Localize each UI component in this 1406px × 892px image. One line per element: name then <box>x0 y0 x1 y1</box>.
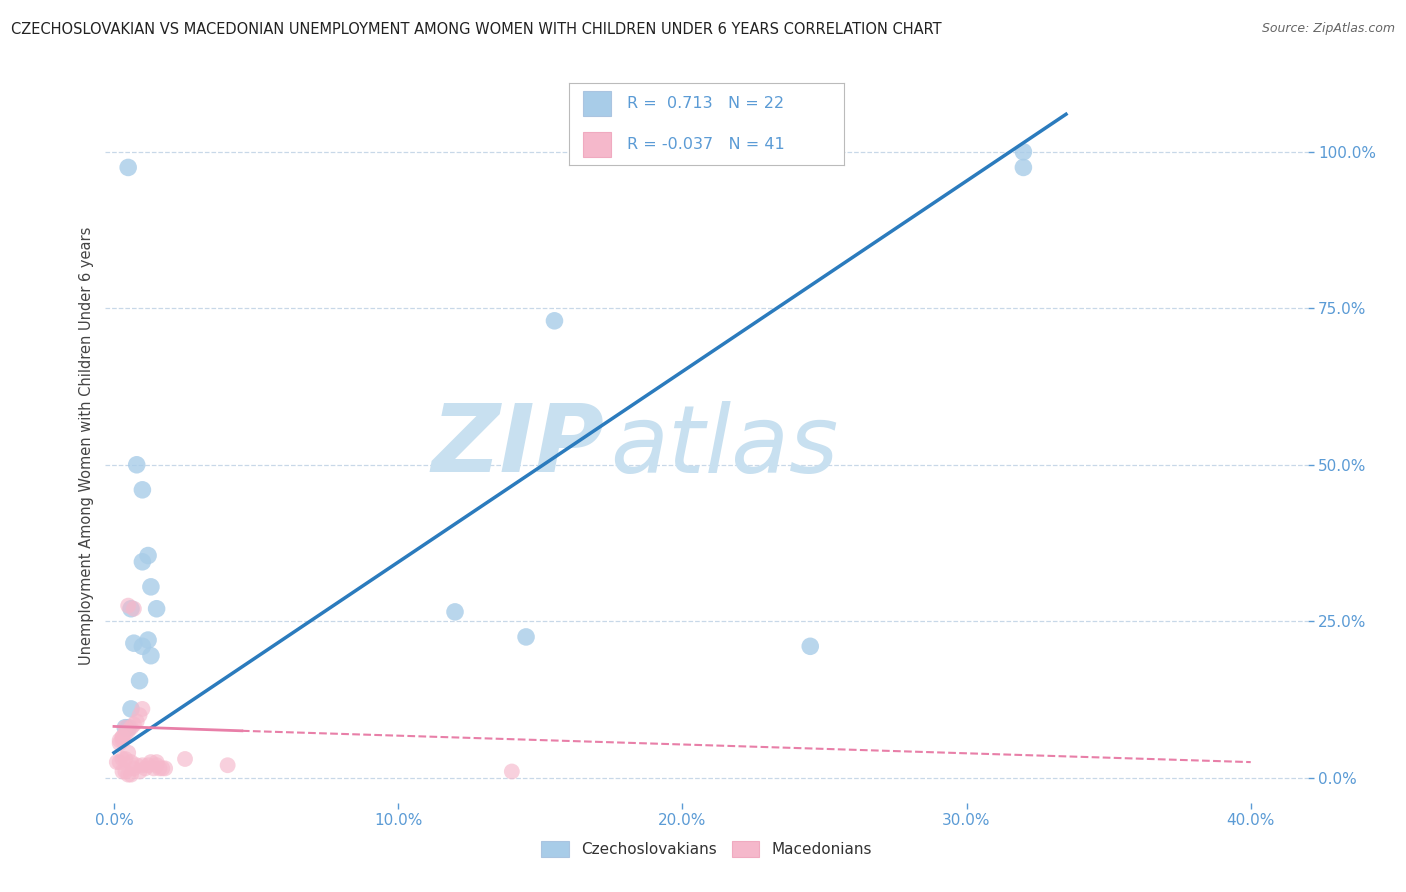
Y-axis label: Unemployment Among Women with Children Under 6 years: Unemployment Among Women with Children U… <box>79 227 94 665</box>
Text: R =  0.713   N = 22: R = 0.713 N = 22 <box>627 95 785 111</box>
Point <box>125 714 148 729</box>
Point <box>114 764 136 779</box>
Point <box>148 761 170 775</box>
Point <box>108 755 131 769</box>
Point <box>174 752 197 766</box>
Point <box>114 721 136 735</box>
Point <box>131 758 153 772</box>
Text: ZIP: ZIP <box>432 400 605 492</box>
Point <box>111 733 134 747</box>
Point <box>150 761 173 775</box>
Point <box>136 549 159 563</box>
Point <box>120 601 142 615</box>
Point <box>153 761 176 775</box>
Point <box>117 767 139 781</box>
Point <box>111 730 134 744</box>
Text: R = -0.037   N = 41: R = -0.037 N = 41 <box>627 136 785 152</box>
Point <box>122 717 145 731</box>
Point <box>108 733 131 747</box>
Point <box>111 752 134 766</box>
Point <box>1012 145 1035 159</box>
Bar <box>583 132 610 157</box>
Point <box>125 758 148 772</box>
Point <box>1012 161 1035 175</box>
Point <box>145 758 167 772</box>
Point <box>131 640 153 654</box>
Point <box>131 555 153 569</box>
Point <box>122 636 145 650</box>
Point <box>139 755 162 769</box>
Bar <box>583 91 610 116</box>
Point <box>111 730 134 744</box>
Point <box>501 764 523 779</box>
Point <box>128 673 150 688</box>
Point <box>799 640 821 654</box>
Point <box>117 161 139 175</box>
Point <box>122 601 145 615</box>
Text: Source: ZipAtlas.com: Source: ZipAtlas.com <box>1261 22 1395 36</box>
Point <box>139 580 162 594</box>
Point <box>125 458 148 472</box>
Point <box>120 755 142 769</box>
Text: atlas: atlas <box>610 401 838 491</box>
Point <box>136 758 159 772</box>
Point <box>515 630 537 644</box>
Point <box>117 721 139 735</box>
Point <box>145 601 167 615</box>
Point <box>117 746 139 760</box>
Point <box>145 755 167 769</box>
Point <box>114 721 136 735</box>
Point <box>128 708 150 723</box>
Point <box>120 767 142 781</box>
Point <box>134 761 156 775</box>
Point <box>131 483 153 497</box>
Point <box>117 723 139 738</box>
Point <box>217 758 239 772</box>
Point <box>543 314 565 328</box>
Point <box>120 721 142 735</box>
Point <box>111 764 134 779</box>
Point <box>114 752 136 766</box>
Point <box>120 702 142 716</box>
Point <box>139 648 162 663</box>
Point <box>122 761 145 775</box>
Point <box>444 605 467 619</box>
Point <box>131 702 153 716</box>
Legend: Czechoslovakians, Macedonians: Czechoslovakians, Macedonians <box>534 835 879 863</box>
Text: CZECHOSLOVAKIAN VS MACEDONIAN UNEMPLOYMENT AMONG WOMEN WITH CHILDREN UNDER 6 YEA: CZECHOSLOVAKIAN VS MACEDONIAN UNEMPLOYME… <box>11 22 942 37</box>
Point <box>117 599 139 613</box>
Point <box>128 764 150 779</box>
Point <box>105 755 128 769</box>
Point <box>114 727 136 741</box>
Point <box>142 761 165 775</box>
Point <box>136 633 159 648</box>
Point <box>108 736 131 750</box>
